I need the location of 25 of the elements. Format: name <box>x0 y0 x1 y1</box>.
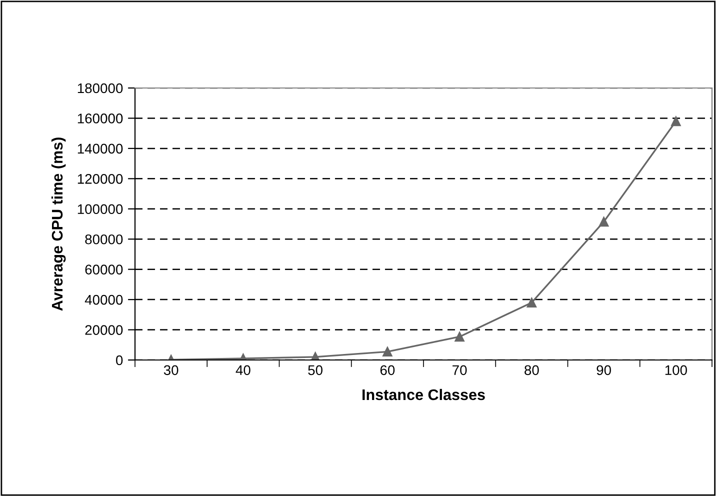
x-tick-label: 50 <box>308 365 322 376</box>
y-tick-label: 180000 <box>78 83 123 94</box>
point <box>598 216 609 227</box>
y-axis-title: Avrerage CPU time (ms) <box>51 138 66 311</box>
point <box>454 332 464 342</box>
y-tick-label: 120000 <box>78 174 123 184</box>
x-tick-label: 40 <box>236 365 250 376</box>
y-tick-label: 40000 <box>84 294 123 305</box>
y-tick-label: 160000 <box>78 114 123 124</box>
y-tick-label: 20000 <box>85 325 123 335</box>
point <box>671 116 681 126</box>
x-axis-title: Instance Classes <box>362 388 485 400</box>
y-tick-label: 100000 <box>78 204 123 214</box>
x-tick-label: 90 <box>596 365 611 376</box>
x-tick-label: 100 <box>665 365 687 376</box>
point <box>382 346 392 357</box>
y-tick-label: 140000 <box>78 144 123 154</box>
y-tick-label: 80000 <box>85 234 123 244</box>
x-tick-label: 60 <box>380 365 395 376</box>
y-tick-label: 60000 <box>85 264 123 275</box>
x-tick-label: 70 <box>452 365 467 376</box>
point <box>526 298 537 308</box>
y-tick-label: 0 <box>116 355 123 366</box>
x-tick-label: 30 <box>164 365 178 376</box>
x-tick-label: 80 <box>524 365 539 376</box>
